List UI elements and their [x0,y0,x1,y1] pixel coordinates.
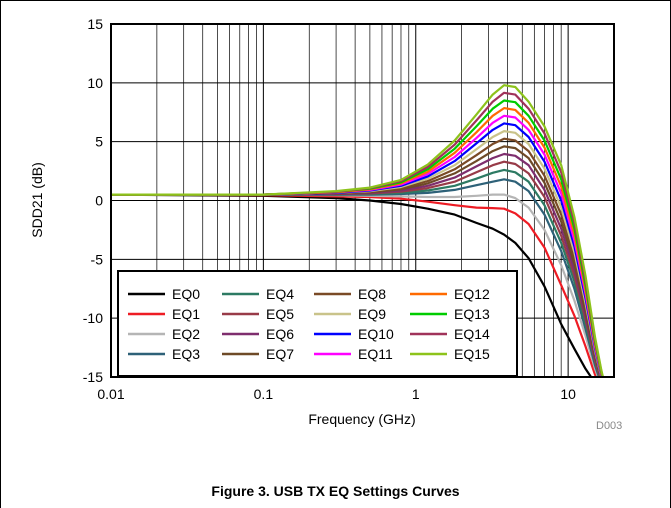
legend-label-eq6: EQ6 [266,326,294,342]
figure-code: D003 [596,420,623,432]
x-axis-title: Frequency (GHz) [308,411,415,427]
eq-curves [111,84,605,377]
legend-label-eq7: EQ7 [266,346,294,362]
legend-label-eq5: EQ5 [266,306,294,322]
legend-label-eq11: EQ11 [358,346,393,362]
figure-caption: Figure 3. USB TX EQ Settings Curves [211,483,460,499]
legend-label-eq8: EQ8 [358,286,386,302]
y-tick-label: 0 [95,193,103,209]
legend-label-eq10: EQ10 [358,326,394,342]
curve-eq1 [111,193,598,377]
legend-label-eq9: EQ9 [358,306,386,322]
y-tick-label: 5 [95,134,103,150]
legend-label-eq13: EQ13 [454,306,490,322]
legend-label-eq1: EQ1 [172,306,200,322]
curve-eq15 [111,84,605,377]
sdd21-chart: 0.01 0.1 1 10 -15 -10 -5 0 5 10 15 EQ0 EQ1 EQ2 EQ3 EQ4… [29,16,615,427]
y-tick-label: 10 [87,75,103,91]
frame-top-border [0,0,671,1]
legend-label-eq3: EQ3 [172,346,200,362]
y-axis-title: SDD21 (dB) [29,162,45,237]
legend-box [117,270,518,377]
curve-eq2 [111,193,600,377]
legend-label-eq2: EQ2 [172,326,200,342]
axis-ticks: 0.01 0.1 1 10 -15 -10 -5 0 5 10 15 [83,16,576,402]
y-tick-label: -5 [91,251,104,267]
y-tick-label: -15 [83,369,103,385]
curve-eq0 [111,193,593,377]
legend-label-eq15: EQ15 [454,346,490,362]
x-tick-label: 10 [560,386,576,402]
legend: EQ0 EQ1 EQ2 EQ3 EQ4 EQ5 EQ6 EQ7 EQ8 EQ9 EQ10 EQ11 EQ… [117,270,518,377]
x-tick-label: 0.01 [97,386,124,402]
x-tick-label: 1 [412,386,420,402]
legend-label-eq4: EQ4 [266,286,294,302]
x-tick-label: 0.1 [254,386,274,402]
legend-label-eq12: EQ12 [454,286,490,302]
y-tick-label: -10 [83,310,103,326]
legend-label-eq0: EQ0 [172,286,200,302]
legend-label-eq14: EQ14 [454,326,490,342]
y-tick-label: 15 [87,16,103,32]
frame-left-border [0,0,1,508]
